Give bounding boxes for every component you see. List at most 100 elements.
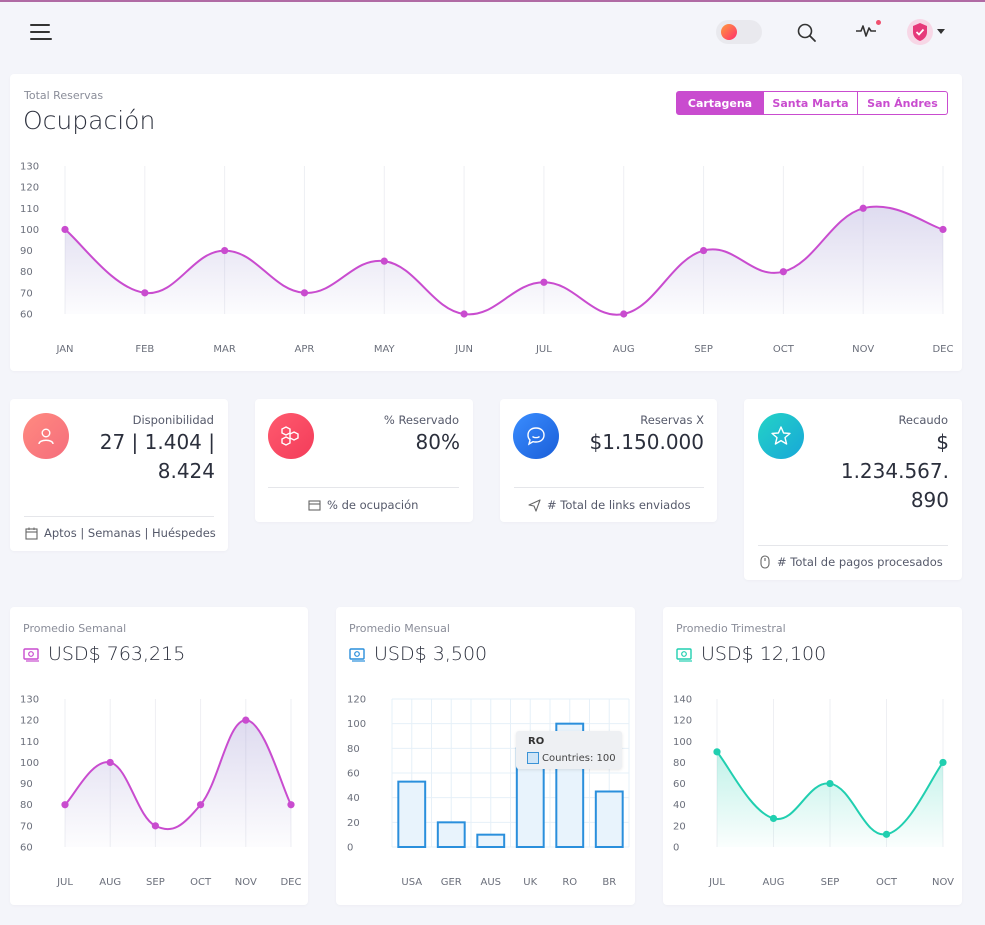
data-point xyxy=(61,225,69,234)
x-tick-label: MAY xyxy=(374,344,396,355)
occupancy-card xyxy=(10,74,962,371)
data-point xyxy=(197,801,205,809)
stat-value-recaudo-2: 1.234.567. xyxy=(840,459,949,483)
x-tick-label: OCT xyxy=(773,344,795,355)
tab-santa-marta[interactable]: Santa Marta xyxy=(764,91,858,115)
data-point xyxy=(242,716,250,724)
data-point xyxy=(826,779,834,788)
y-tick-label: 120 xyxy=(673,716,692,727)
stat-value-reservas: $1.150.000 xyxy=(589,430,704,454)
search-icon[interactable] xyxy=(796,22,818,44)
data-point xyxy=(540,278,548,286)
y-tick-label: 80 xyxy=(20,267,33,278)
bar-tooltip: RO Countries: 100 xyxy=(516,731,622,769)
x-tick-label: AUG xyxy=(99,877,121,888)
y-tick-label: 60 xyxy=(673,779,686,790)
x-tick-label: SEP xyxy=(821,877,840,888)
data-point xyxy=(106,758,114,767)
x-tick-label: OCT xyxy=(876,877,898,888)
quarterly-amount-text: USD$ 12,100 xyxy=(701,643,827,665)
data-point xyxy=(939,758,947,767)
stat-footer-text: % de ocupación xyxy=(327,498,419,512)
y-tick-label: 80 xyxy=(673,758,686,769)
y-tick-label: 120 xyxy=(20,183,39,194)
data-point xyxy=(380,257,388,265)
x-tick-label: NOV xyxy=(235,877,257,888)
chevron-down-icon xyxy=(937,29,945,34)
card-icon xyxy=(308,499,321,511)
data-point xyxy=(939,225,947,234)
data-point xyxy=(882,830,891,838)
star-icon xyxy=(758,413,804,459)
stat-footer-text: # Total de pagos procesados xyxy=(777,555,943,569)
y-tick-label: 0 xyxy=(673,843,679,854)
stat-value-recaudo-1: $ xyxy=(936,430,949,454)
y-tick-label: 80 xyxy=(20,800,33,811)
data-point xyxy=(221,246,229,255)
y-tick-label: 40 xyxy=(673,800,686,811)
bar xyxy=(397,780,427,848)
data-point xyxy=(300,289,309,297)
monthly-amount: USD$ 3,500 xyxy=(349,643,487,665)
profile-menu[interactable] xyxy=(906,18,946,46)
data-point xyxy=(61,801,69,809)
activity-pulse-icon[interactable] xyxy=(855,22,877,40)
shield-check-icon xyxy=(907,19,933,45)
series-area xyxy=(717,751,943,847)
x-tick-label: JUL xyxy=(535,344,552,355)
stat-footer-reservas: # Total de links enviados xyxy=(528,498,691,512)
stat-label-reservas: Reservas X xyxy=(640,413,704,427)
y-tick-label: 20 xyxy=(347,818,360,829)
x-tick-label: JUN xyxy=(454,344,473,355)
stat-footer-text: # Total de links enviados xyxy=(547,498,691,512)
tab-san-andres[interactable]: San Ándres xyxy=(858,91,948,115)
stat-value-disponibilidad-1: 27 | 1.404 | xyxy=(99,430,215,454)
y-tick-label: 100 xyxy=(673,737,692,748)
toggle-knob xyxy=(721,24,737,40)
page-title: Ocupación xyxy=(23,106,156,135)
y-tick-label: 120 xyxy=(20,716,39,727)
divider xyxy=(758,545,948,546)
data-point xyxy=(141,289,149,297)
data-point xyxy=(769,814,778,823)
x-tick-label: UK xyxy=(523,877,537,888)
occupancy-subtitle: Total Reservas xyxy=(24,89,104,102)
hamburger-menu-icon[interactable] xyxy=(30,22,56,42)
x-tick-label: DEC xyxy=(932,344,953,355)
money-icon xyxy=(676,647,692,662)
theme-toggle[interactable] xyxy=(716,20,762,44)
y-tick-label: 120 xyxy=(347,695,366,706)
y-tick-label: 60 xyxy=(20,843,33,854)
x-tick-label: NOV xyxy=(932,877,954,888)
y-tick-label: 70 xyxy=(20,821,33,832)
y-tick-label: 60 xyxy=(347,769,360,780)
x-tick-label: OCT xyxy=(190,877,212,888)
chat-icon xyxy=(513,413,559,459)
bar xyxy=(436,821,466,848)
stat-label-reservado: % Reservado xyxy=(383,413,459,427)
y-tick-label: 130 xyxy=(20,162,39,173)
x-tick-label: JUL xyxy=(56,877,73,888)
tab-cartagena[interactable]: Cartagena xyxy=(676,91,764,115)
x-tick-label: USA xyxy=(401,877,422,888)
bar xyxy=(476,833,506,849)
weekly-amount-text: USD$ 763,215 xyxy=(48,643,186,665)
series-area xyxy=(65,720,291,847)
top-bar xyxy=(0,2,985,62)
quarterly-line-chart: 0 20 40 60 80 100 120 140 JUL AUG SEP OCT NOV xyxy=(673,695,954,889)
y-tick-label: 100 xyxy=(347,719,366,730)
y-tick-label: 20 xyxy=(673,821,686,832)
monthly-amount-text: USD$ 3,500 xyxy=(374,643,488,665)
tooltip-text: Countries: 100 xyxy=(542,752,616,764)
y-tick-label: 100 xyxy=(20,758,39,769)
tooltip-row: Countries: 100 xyxy=(527,752,616,764)
x-tick-label: SEP xyxy=(146,877,165,888)
data-point xyxy=(713,748,721,756)
y-tick-label: 70 xyxy=(20,288,33,299)
stat-footer-text: Aptos | Semanas | Huéspedes xyxy=(44,526,216,540)
divider xyxy=(24,516,214,517)
x-tick-label: DEC xyxy=(280,877,301,888)
divider xyxy=(268,487,459,488)
stat-value-reservado: 80% xyxy=(415,430,460,454)
series-area xyxy=(65,206,943,315)
